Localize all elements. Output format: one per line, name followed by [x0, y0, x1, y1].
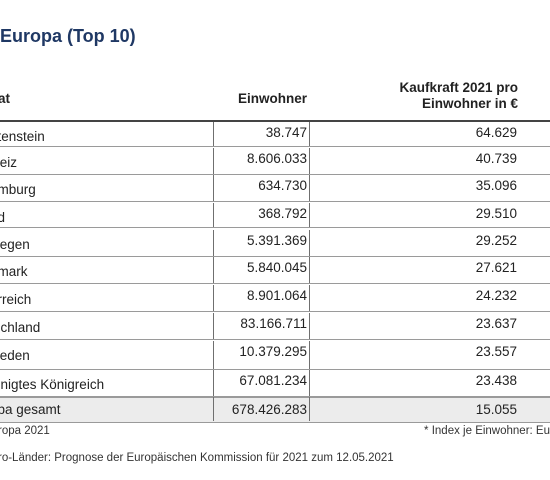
cell-border [309, 230, 310, 256]
column-header-purchasing-power: Kaufkraft 2021 pro Einwohner in € [399, 80, 518, 112]
cell-population: 8.901.064 [246, 288, 307, 303]
row-divider [0, 256, 550, 257]
cell-border [309, 341, 310, 369]
cell-population: 8.606.033 [246, 151, 307, 166]
cell-purchasing-power: 35.096 [475, 178, 517, 193]
cell-border [213, 285, 214, 311]
cell-population: 67.081.234 [239, 373, 307, 388]
row-divider [0, 227, 550, 228]
cell-state: nd [0, 210, 6, 225]
cell-purchasing-power: 24.232 [475, 288, 517, 303]
total-population: 678.426.283 [231, 402, 307, 417]
column-header-population: Einwohner [237, 91, 307, 106]
cell-border [309, 122, 310, 146]
cell-population: 83.166.711 [240, 316, 307, 331]
cell-purchasing-power: 23.438 [475, 373, 517, 388]
cell-state: tschland [0, 320, 41, 335]
cell-border [309, 397, 310, 421]
cell-purchasing-power: 23.557 [475, 344, 517, 359]
footnote-source: ropa 2021 [0, 425, 50, 437]
row-divider [0, 201, 550, 202]
total-purchasing-power: 15.055 [475, 402, 517, 417]
cell-state: emburg [0, 182, 36, 197]
row-divider [0, 311, 550, 312]
cell-border [309, 203, 310, 227]
cell-state: htenstein [0, 129, 45, 144]
cell-purchasing-power: 64.629 [475, 125, 517, 140]
column-header-state: at [0, 91, 11, 106]
cell-border [213, 122, 214, 146]
cell-population: 10.379.295 [239, 344, 307, 359]
cell-state: wegen [0, 237, 30, 252]
row-divider [0, 396, 550, 397]
cell-border [309, 370, 310, 396]
row-divider [0, 283, 550, 284]
cell-border [309, 313, 310, 339]
cell-border [213, 370, 214, 396]
header-divider [0, 120, 550, 122]
column-header-purchasing-power-line2: Einwohner in € [421, 96, 518, 111]
cell-population: 634.730 [258, 178, 307, 193]
cell-border [309, 285, 310, 311]
column-header-purchasing-power-line1: Kaufkraft 2021 pro [399, 80, 518, 95]
cell-border [213, 341, 214, 369]
cell-purchasing-power: 29.252 [475, 233, 517, 248]
row-divider [0, 339, 550, 340]
footnote-euro: ro-Länder: Prognose der Europäischen Kom… [0, 452, 394, 464]
cell-border [213, 203, 214, 227]
cell-border [213, 313, 214, 339]
cell-purchasing-power: 40.739 [475, 151, 517, 166]
cell-state: weden [0, 348, 30, 363]
cell-state: weiz [0, 155, 18, 170]
footnote-index: * Index je Einwohner: Eu [424, 425, 550, 437]
cell-border [309, 175, 310, 201]
cell-population: 368.792 [258, 206, 307, 221]
row-divider [0, 146, 550, 147]
cell-border [213, 148, 214, 174]
total-row [0, 397, 550, 423]
row-divider [0, 174, 550, 175]
cell-state: emark [0, 264, 28, 279]
cell-state: erreich [0, 292, 32, 307]
page-title: Europa (Top 10) [0, 26, 136, 46]
cell-border [309, 148, 310, 174]
cell-purchasing-power: 29.510 [475, 206, 517, 221]
cell-border [213, 397, 214, 421]
cell-state: einigtes Königreich [0, 377, 105, 392]
cell-population: 5.840.045 [246, 260, 307, 275]
row-divider [0, 369, 550, 370]
cell-border [213, 257, 214, 283]
cell-border [213, 175, 214, 201]
cell-border [309, 257, 310, 283]
cell-purchasing-power: 27.621 [475, 260, 517, 275]
cell-population: 5.391.369 [246, 233, 307, 248]
total-state: opa gesamt [0, 402, 61, 417]
cell-population: 38.747 [265, 125, 307, 140]
cell-purchasing-power: 23.637 [475, 316, 517, 331]
cell-border [213, 230, 214, 256]
